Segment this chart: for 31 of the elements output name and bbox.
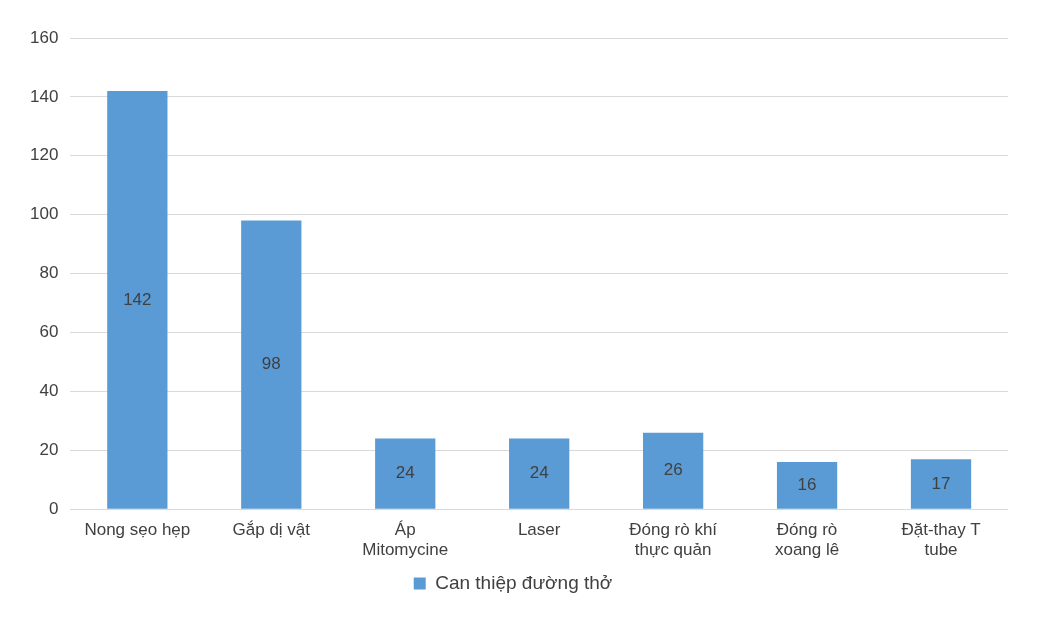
y-tick-label: 40 [39, 381, 59, 401]
data-label: 142 [123, 289, 152, 309]
y-tick-label: 160 [29, 27, 59, 47]
data-label: 24 [395, 463, 415, 483]
x-tick-label: Nong sẹo hẹp [84, 520, 191, 540]
x-tick-label: Đóng rò khí thực quản [629, 520, 718, 560]
data-label: 24 [529, 463, 549, 483]
y-tick-label: 120 [29, 145, 59, 165]
bar [241, 220, 302, 509]
x-tick-label: Áp Mitomycine [362, 520, 449, 560]
data-label: 26 [663, 460, 683, 480]
bar [642, 432, 704, 509]
x-tick-label: Laser [517, 520, 561, 540]
y-tick-label: 140 [29, 86, 59, 106]
data-label: 98 [261, 354, 281, 374]
y-tick-label: 100 [29, 204, 59, 224]
y-tick-label: 60 [39, 322, 59, 342]
x-tick-label: Gắp dị vật [232, 520, 311, 540]
x-tick-label: Đặt-thay T tube [901, 520, 981, 560]
bar [107, 91, 168, 509]
data-label: 17 [931, 473, 951, 493]
y-tick-label: 0 [48, 498, 59, 518]
bar [776, 462, 838, 509]
x-tick-label: Đóng rò xoang lê [774, 520, 840, 560]
legend-label: Can thiệp đường thở [435, 571, 613, 593]
y-tick-label: 80 [39, 263, 59, 283]
bar [910, 459, 972, 509]
bar [509, 438, 570, 509]
y-tick-label: 20 [39, 439, 59, 459]
data-label: 16 [797, 475, 817, 495]
bar [375, 438, 436, 509]
